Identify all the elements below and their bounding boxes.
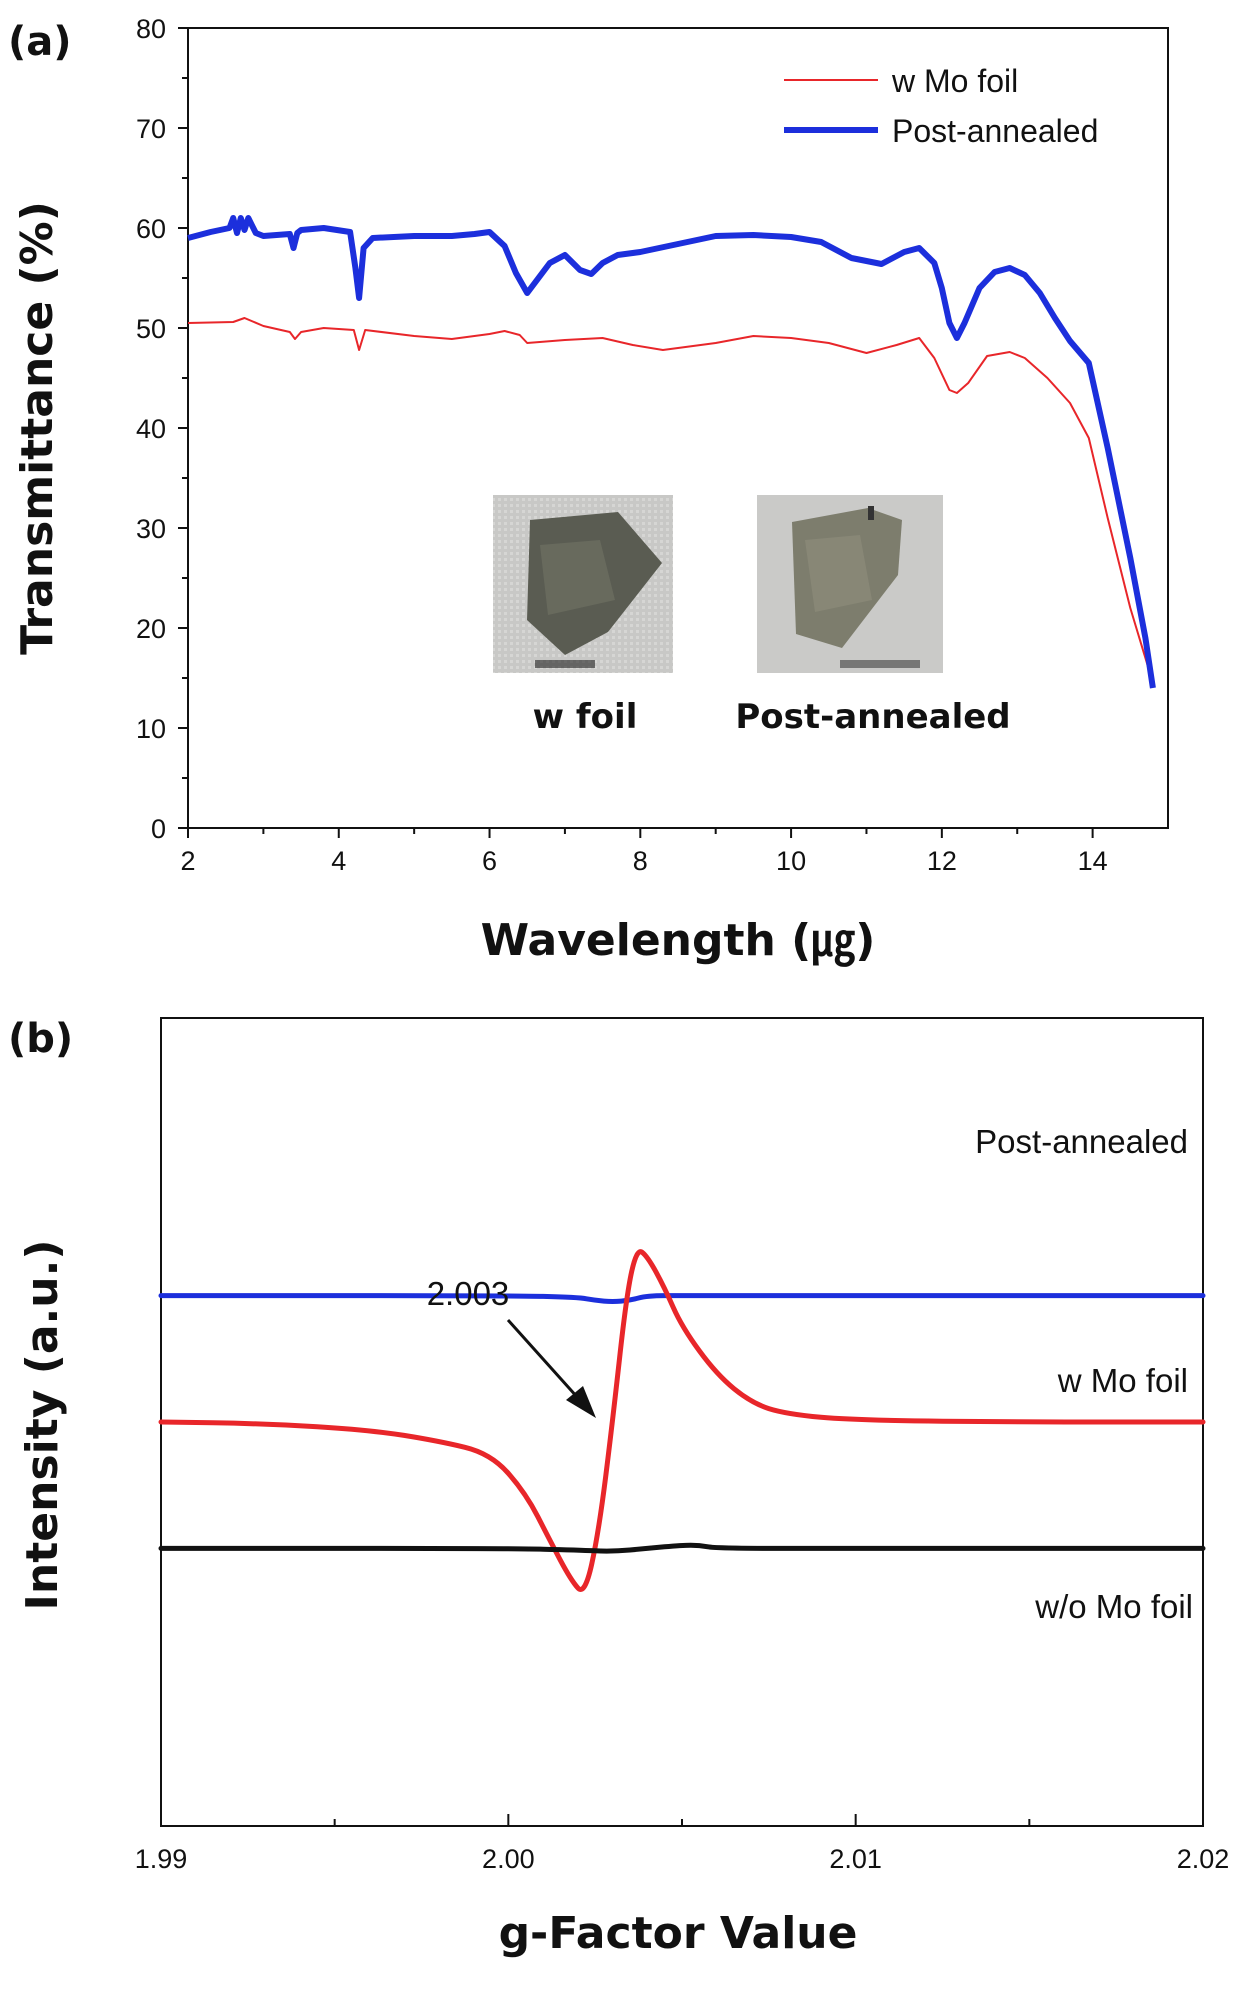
panel-a-x-axis-title: Wavelength (㎍) [481, 915, 876, 967]
peak-annotation-label: 2.003 [427, 1275, 510, 1312]
series-line-post-annealed [158, 1293, 1206, 1304]
inset-photo-post-annealed [757, 495, 943, 673]
x-tick-label: 2.00 [482, 1844, 535, 1874]
x-tick-label: 2 [180, 846, 195, 876]
panel-b-x-axis-title: g-Factor Value [499, 1908, 858, 1959]
panel-a-series-group [187, 215, 1156, 689]
panel-b-series-group [158, 1249, 1206, 1592]
y-tick-label: 10 [136, 714, 166, 744]
legend-label-post-annealed: Post-annealed [892, 113, 1098, 149]
x-tick-label: 8 [633, 846, 648, 876]
x-tick-label: 4 [331, 846, 346, 876]
x-tick-label: 2.02 [1177, 1844, 1230, 1874]
y-tick-label: 80 [136, 14, 166, 44]
y-tick-label: 70 [136, 114, 166, 144]
legend-label-w-mo-foil: w Mo foil [891, 63, 1018, 99]
x-tick-label: 1.99 [135, 1844, 188, 1874]
panel-a-label: (a) [8, 19, 72, 65]
panel-a-x-ticks: 2 4 6 8 10 12 14 [180, 828, 1108, 876]
x-tick-label: 2.01 [829, 1844, 882, 1874]
x-tick-label: 10 [776, 846, 806, 876]
trace-label-post-annealed: Post-annealed [975, 1123, 1188, 1160]
y-tick-label: 0 [151, 814, 166, 844]
trace-label-w-mo-foil: w Mo foil [1057, 1362, 1188, 1399]
arrow-head-icon [566, 1386, 596, 1418]
x-tick-label: 6 [482, 846, 497, 876]
trace-label-w-o-mo-foil: w/o Mo foil [1034, 1588, 1193, 1625]
series-line-post-annealed [187, 215, 1156, 689]
panel-a-legend: w Mo foil Post-annealed [784, 63, 1098, 149]
panel-b-y-axis-title: Intensity (a.u.) [17, 1240, 68, 1611]
peak-annotation-arrow [506, 1318, 596, 1418]
series-line-w-mo-foil [158, 1249, 1206, 1592]
inset-caption-post-annealed: Post-annealed [735, 697, 1010, 737]
panel-b-x-ticks: 1.99 2.00 2.01 2.02 [135, 1814, 1230, 1874]
panel-b-label: (b) [8, 1016, 73, 1062]
y-tick-label: 50 [136, 314, 166, 344]
x-tick-label: 12 [927, 846, 957, 876]
y-tick-label: 30 [136, 514, 166, 544]
y-tick-label: 20 [136, 614, 166, 644]
inset-photo-w-foil [493, 495, 673, 673]
y-tick-label: 40 [136, 414, 166, 444]
y-tick-label: 60 [136, 214, 166, 244]
inset-caption-w-foil: w foil [533, 697, 638, 737]
panel-a-y-axis-title: Transmittance (%) [12, 201, 63, 655]
series-line-w-mo-foil [187, 317, 1154, 684]
x-tick-label: 14 [1078, 846, 1108, 876]
panel-a-y-ticks: 0 10 20 30 40 50 60 70 80 [136, 14, 188, 844]
series-line-w-o-mo-foil [158, 1542, 1206, 1554]
